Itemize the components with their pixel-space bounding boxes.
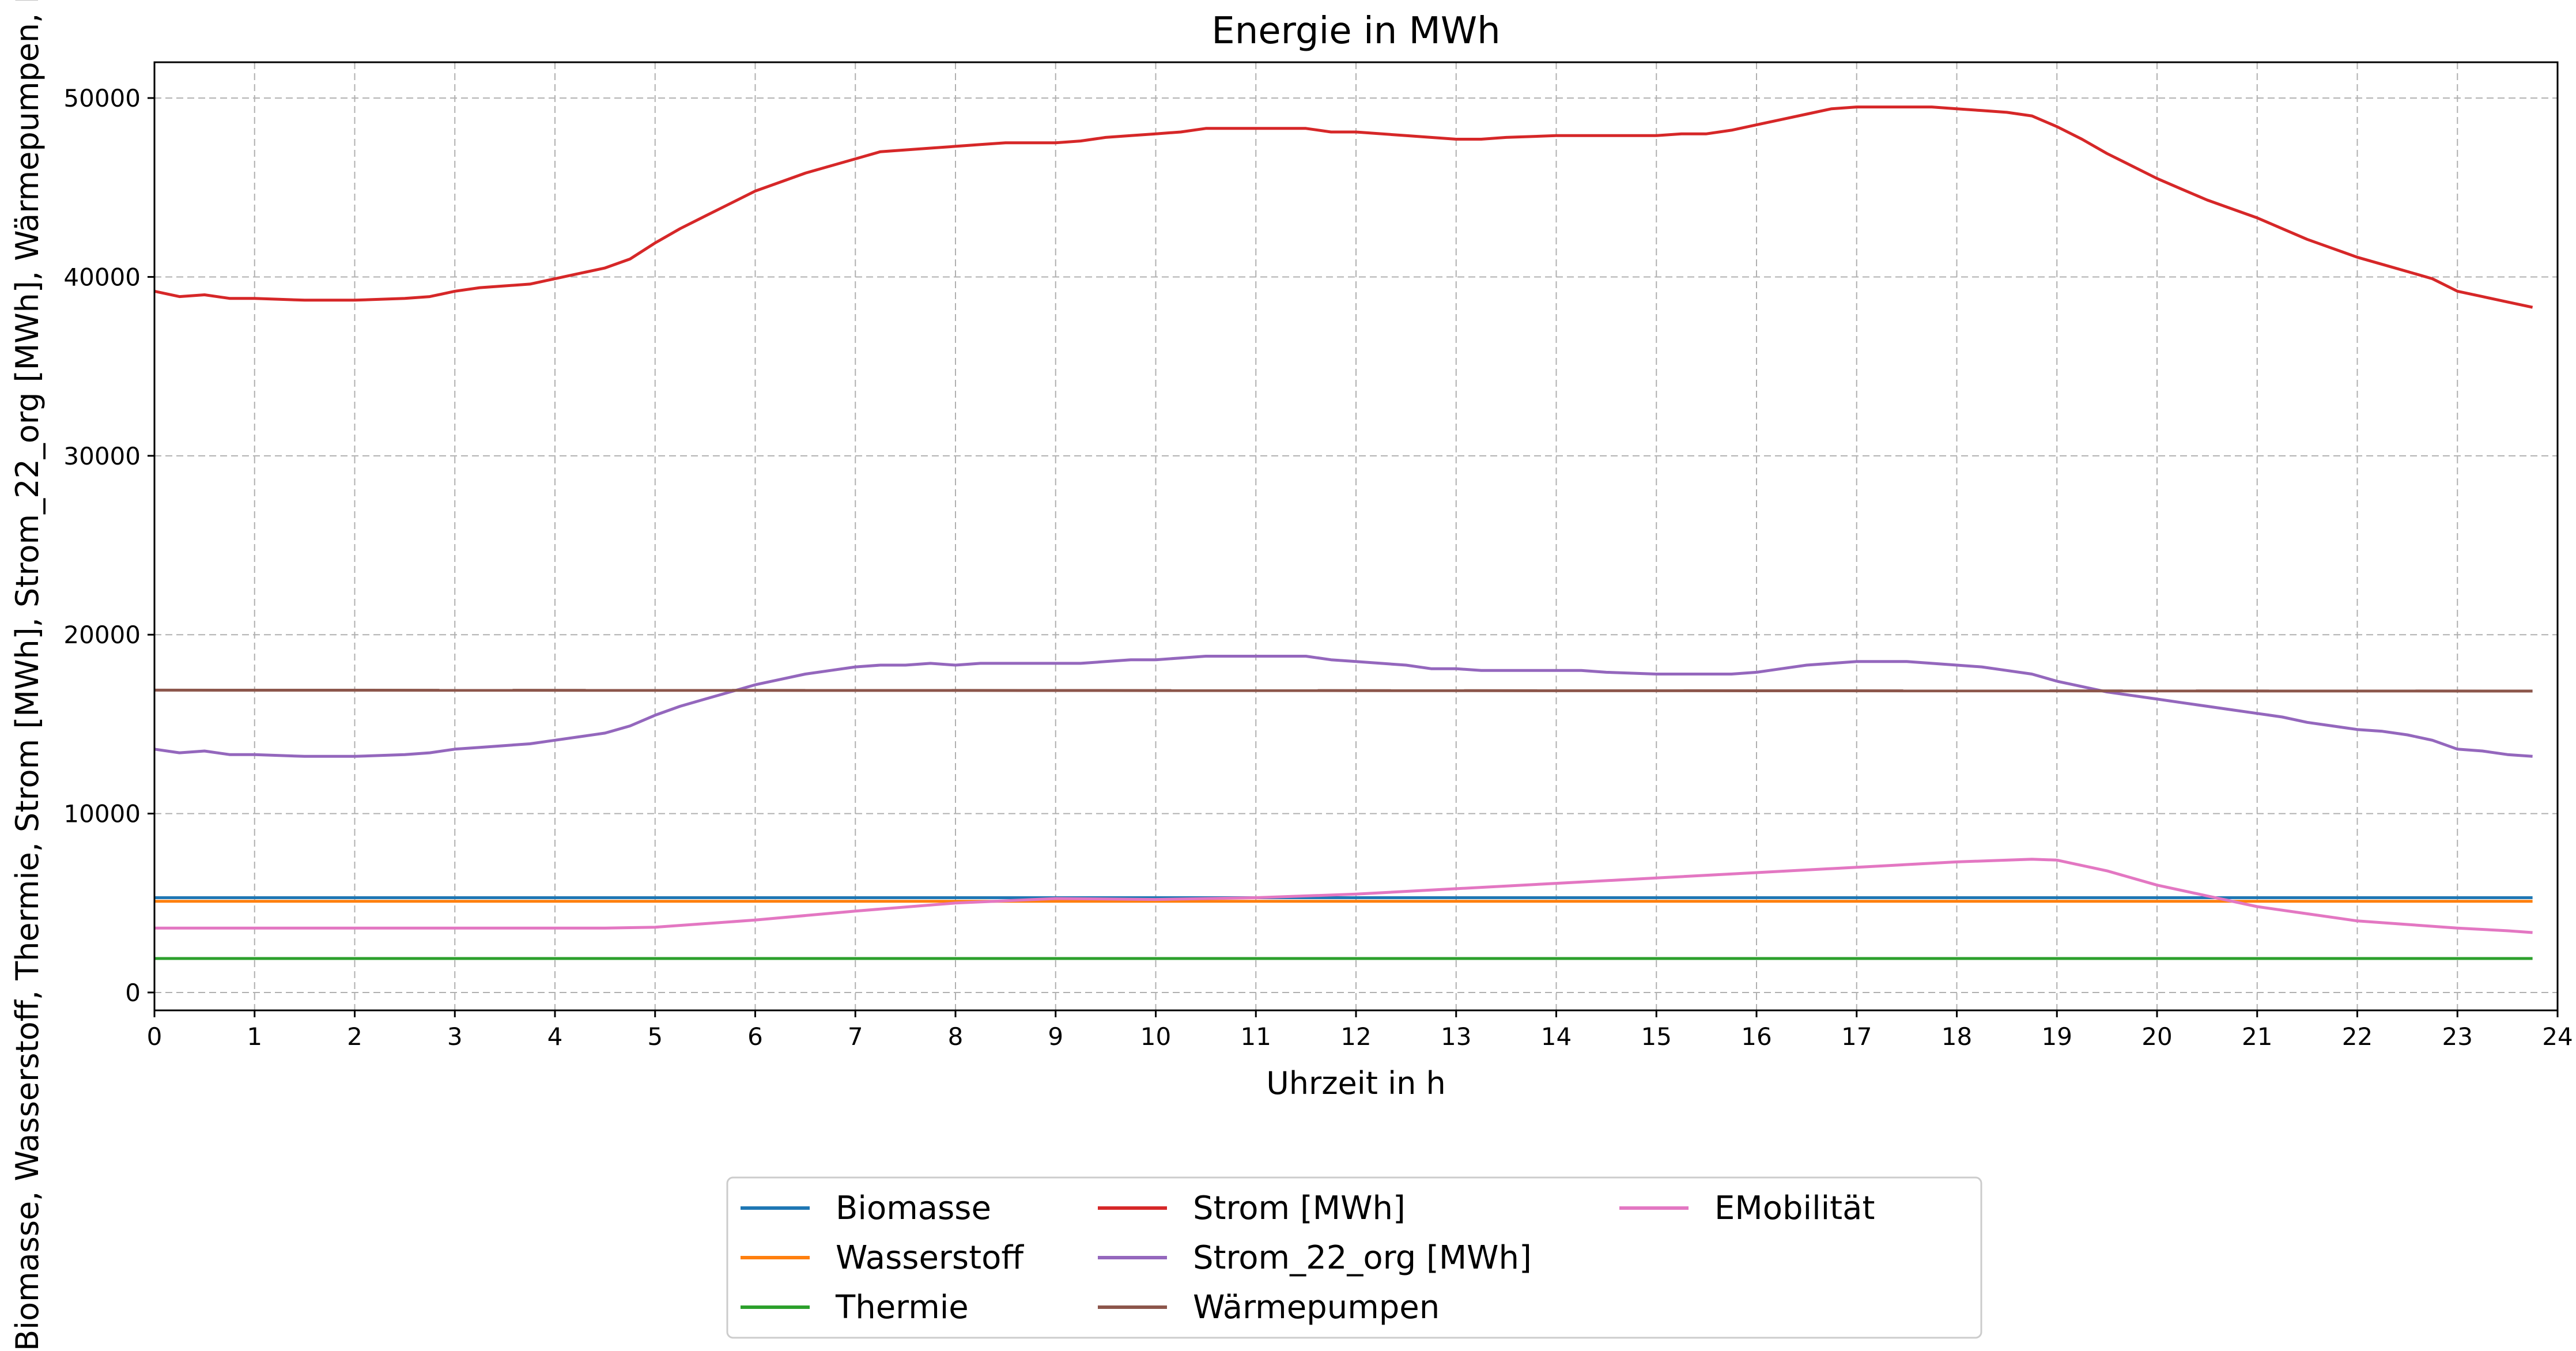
x-tick-label: 11 [1241, 1022, 1271, 1051]
legend-label: Biomasse [836, 1190, 991, 1227]
x-tick-label: 0 [147, 1022, 163, 1051]
x-tick-label: 13 [1441, 1022, 1471, 1051]
x-tick-label: 17 [1841, 1022, 1872, 1051]
x-tick-label: 3 [447, 1022, 463, 1051]
y-tick-label: 0 [125, 979, 141, 1007]
x-tick-label: 21 [2242, 1022, 2272, 1051]
legend-label: Wärmepumpen [1193, 1289, 1440, 1326]
x-tick-label: 8 [948, 1022, 964, 1051]
series-line [154, 655, 2533, 758]
legend-items: Biomasse Wasserstoff Thermie Strom [MWh] Str… [741, 1190, 1875, 1326]
x-tick-label: 24 [2542, 1022, 2573, 1051]
x-tick-label: 4 [547, 1022, 563, 1051]
chart-title: Energie in MWh [1211, 10, 1500, 52]
x-tick-label: 5 [647, 1022, 663, 1051]
x-tick-label: 2 [347, 1022, 362, 1051]
x-tick-label: 23 [2442, 1022, 2473, 1051]
y-axis-ticks: 0 10000 20000 30000 40000 50000 [63, 84, 154, 1007]
y-tick-label: 40000 [63, 263, 141, 291]
legend-label: Wasserstoff [836, 1239, 1024, 1277]
legend-label: Thermie [835, 1289, 969, 1326]
x-tick-label: 14 [1541, 1022, 1572, 1051]
x-tick-label: 19 [2042, 1022, 2072, 1051]
legend-box [726, 1176, 1982, 1339]
x-axis-ticks: 0 1 2 3 4 5 6 7 8 9 10 11 12 13 14 15 16 17 18 19 20 21 22 23 24 [147, 1010, 2573, 1051]
legend-label: EMobilität [1714, 1190, 1875, 1227]
legend-label: Strom [MWh] [1193, 1190, 1406, 1227]
series-line [154, 105, 2533, 309]
series-line [154, 858, 2533, 934]
y-tick-label: 30000 [63, 442, 141, 470]
x-tick-label: 12 [1340, 1022, 1371, 1051]
y-tick-label: 20000 [63, 621, 141, 649]
series-line [154, 688, 2533, 693]
x-tick-label: 16 [1741, 1022, 1772, 1051]
x-tick-label: 1 [247, 1022, 262, 1051]
x-tick-label: 22 [2342, 1022, 2373, 1051]
series-layer [154, 105, 2533, 960]
x-tick-label: 9 [1048, 1022, 1063, 1051]
x-tick-label: 7 [848, 1022, 863, 1051]
grid [154, 62, 2558, 1010]
x-tick-label: 10 [1140, 1022, 1171, 1051]
x-axis-label: Uhrzeit in h [1266, 1065, 1445, 1101]
x-tick-label: 18 [1942, 1022, 1972, 1051]
legend-label: Strom_22_org [MWh] [1193, 1239, 1532, 1277]
x-tick-label: 20 [2141, 1022, 2172, 1051]
x-tick-label: 15 [1641, 1022, 1672, 1051]
y-tick-label: 50000 [63, 84, 141, 112]
legend: Biomasse Wasserstoff Thermie Strom [MWh] Str… [726, 1176, 1982, 1339]
y-axis-label: Biomasse, Wasserstoff, Thermie, Strom [M… [9, 0, 46, 1351]
x-tick-label: 6 [747, 1022, 763, 1051]
y-tick-label: 10000 [63, 800, 141, 828]
